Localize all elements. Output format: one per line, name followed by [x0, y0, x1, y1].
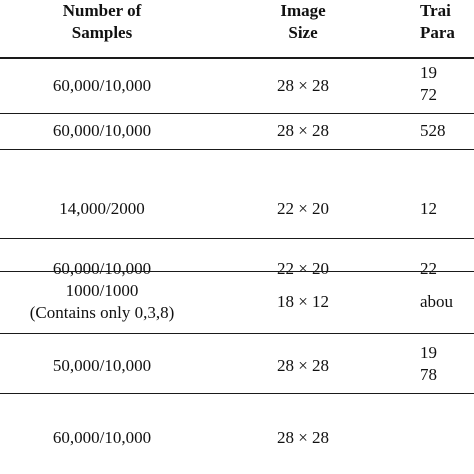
row-6-size: 28 × 28 [276, 356, 330, 375]
row-1-params-line-1: 19 [420, 63, 437, 82]
row-4-params: 22 [420, 259, 437, 278]
row-rule [0, 333, 474, 334]
row-6-params-line-2: 78 [420, 365, 437, 384]
row-6-params: 19 78 [420, 342, 474, 386]
row-5-size: 18 × 12 [276, 292, 330, 311]
row-1-params-line-2: 72 [420, 85, 437, 104]
header-trainable-parameters: Trai Para [420, 0, 474, 44]
row-rule [0, 238, 474, 239]
row-rule [0, 393, 474, 394]
row-1-samples: 60,000/10,000 [52, 76, 152, 95]
header-params-line-2: Para [420, 23, 455, 42]
row-2-size: 28 × 28 [276, 121, 330, 140]
header-rule [0, 57, 474, 59]
row-rule [0, 113, 474, 114]
header-size-line-1: Image [280, 1, 326, 20]
row-1-size: 28 × 28 [276, 76, 330, 95]
row-2-params: 528 [420, 121, 446, 140]
row-5-params: abou [420, 292, 454, 311]
row-6-samples: 50,000/10,000 [52, 356, 152, 375]
row-4-samples: 60,000/10,000 [52, 259, 152, 278]
row-7-samples: 60,000/10,000 [52, 428, 152, 447]
row-rule [0, 149, 474, 150]
header-params-line-1: Trai [420, 1, 451, 20]
header-size-line-2: Size [288, 23, 318, 42]
row-2-samples: 60,000/10,000 [52, 121, 152, 140]
row-5-samples: 1000/1000 (Contains only 0,3,8) [0, 280, 204, 324]
row-rule [0, 271, 474, 272]
header-samples-line-2: Samples [71, 23, 133, 42]
row-3-size: 22 × 20 [276, 199, 330, 218]
row-3-params: 12 [420, 199, 437, 218]
row-6-params-line-1: 19 [420, 343, 437, 362]
row-5-samples-line-1: 1000/1000 [65, 281, 139, 300]
row-3-samples: 14,000/2000 [59, 199, 145, 218]
header-image-size: Image Size [208, 0, 398, 44]
row-5-samples-line-2: (Contains only 0,3,8) [29, 303, 175, 322]
row-4-size: 22 × 20 [276, 259, 330, 278]
header-number-of-samples: Number of Samples [0, 0, 204, 44]
header-samples-line-1: Number of [62, 1, 142, 20]
row-7-size: 28 × 28 [276, 428, 330, 447]
row-1-params: 19 72 [420, 62, 474, 106]
